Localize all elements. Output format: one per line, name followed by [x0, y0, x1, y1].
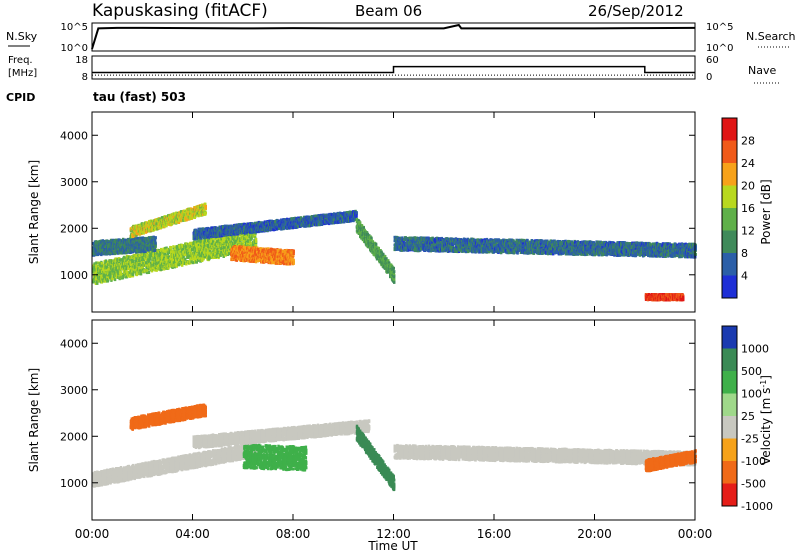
- range-cell: [170, 246, 172, 249]
- range-cell: [255, 240, 257, 243]
- range-cell: [149, 258, 151, 261]
- range-cell: [154, 249, 156, 252]
- noise-tick-low-right: 10^0: [706, 43, 733, 54]
- scatter-band: [193, 210, 358, 241]
- freq-unit: [MHz]: [8, 68, 37, 79]
- range-cell: [148, 271, 150, 274]
- range-cell: [293, 252, 295, 255]
- noise-tick-high-left: 10^5: [61, 22, 88, 33]
- nave-tick-high: 60: [706, 55, 719, 66]
- freq-tick-low: 8: [82, 72, 88, 83]
- cpid-value: tau (fast) 503: [93, 90, 186, 104]
- station-title: Kapuskasing (fitACF): [92, 1, 268, 21]
- range-cell: [184, 258, 186, 261]
- range-cell: [114, 278, 116, 281]
- freq-series: [92, 67, 695, 76]
- nave-tick-low: 0: [706, 72, 712, 83]
- freq-tick-high: 18: [75, 55, 88, 66]
- beam-title: Beam 06: [355, 2, 422, 20]
- range-cell: [293, 259, 295, 262]
- range-cell: [154, 236, 156, 239]
- nsearch-label: N.Search: [746, 30, 796, 43]
- range-cell: [95, 261, 97, 264]
- cpid-label: CPID: [6, 91, 35, 104]
- date-title: 26/Sep/2012: [588, 2, 684, 20]
- range-cell: [293, 250, 295, 253]
- range-cell: [293, 262, 295, 265]
- nsky-line: [92, 25, 695, 49]
- range-cell: [154, 242, 156, 245]
- scatter-band: [230, 245, 295, 266]
- nave-label: Nave: [748, 64, 776, 77]
- freq-line: [92, 67, 695, 73]
- freq-label: Freq.: [8, 55, 33, 66]
- nsky-label: N.Sky: [6, 30, 38, 43]
- noise-tick-high-right: 10^5: [706, 22, 733, 33]
- noise-series: [92, 25, 695, 49]
- range-cell: [205, 207, 207, 210]
- range-cell: [205, 212, 207, 215]
- power-heatmap: [92, 203, 697, 302]
- noise-tick-low-left: 10^0: [61, 43, 88, 54]
